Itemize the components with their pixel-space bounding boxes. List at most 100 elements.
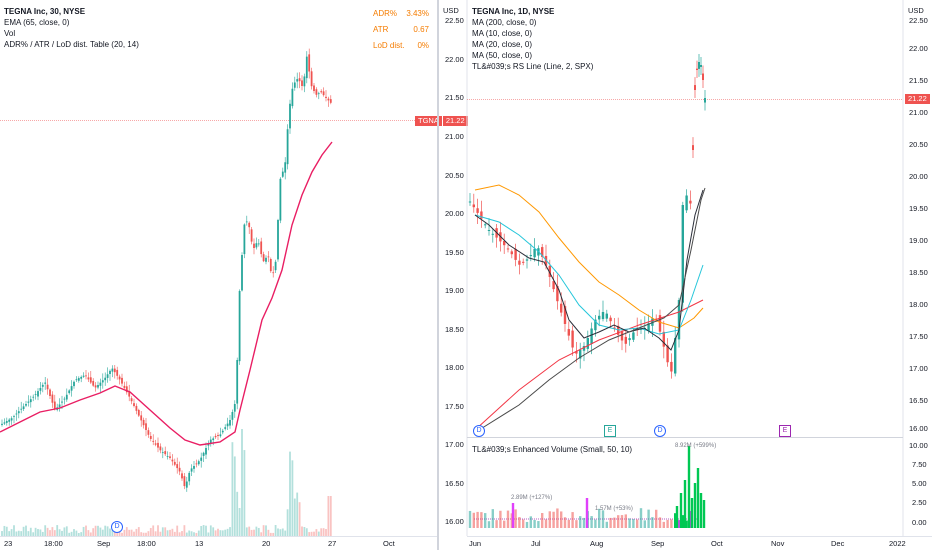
- volume-legend: TL&#039;s Enhanced Volume (Small, 50, 10…: [472, 444, 632, 455]
- volume-bar: [44, 525, 47, 536]
- daily-candle-body: [681, 205, 684, 303]
- candle-body: [305, 56, 308, 79]
- volume-bar: [169, 529, 171, 536]
- volume-bar: [56, 525, 59, 536]
- volume-indicator-title[interactable]: TL&#039;s Enhanced Volume (Small, 50, 10…: [472, 445, 633, 454]
- daily-candle-body: [556, 285, 559, 302]
- daily-candle-body: [522, 261, 525, 263]
- volume-bar: [202, 525, 205, 536]
- volume-bar: [32, 532, 35, 536]
- volume-bar: [41, 531, 44, 536]
- volume-bar: [94, 525, 97, 536]
- candle-body: [269, 259, 272, 272]
- pane-divider[interactable]: [437, 0, 439, 550]
- daily-candle-body: [468, 201, 472, 203]
- volume-bar: [317, 531, 320, 536]
- left-price-tick: 22.00: [445, 55, 464, 64]
- left-x-tick: 20: [262, 539, 271, 548]
- candle-body: [113, 368, 116, 373]
- daily-candle-body: [487, 230, 491, 231]
- candle-body: [217, 434, 219, 436]
- candle-body: [121, 377, 123, 384]
- volume-bar: [514, 509, 517, 528]
- candle-body: [10, 418, 13, 421]
- volume-bar: [269, 532, 272, 536]
- left-price-tick: 19.50: [445, 248, 464, 257]
- left-indicator-ema[interactable]: EMA (65, close, 0): [4, 18, 70, 27]
- left-chart-pane[interactable]: TEGNA Inc, 30, NYSE EMA (65, close, 0) V…: [0, 0, 468, 550]
- right-price-tick: 18.00: [909, 300, 928, 309]
- volume-bar: [39, 529, 42, 536]
- candle-body: [109, 370, 111, 374]
- candle-body: [149, 435, 152, 439]
- daily-candle-body: [480, 211, 483, 219]
- daily-candle-body: [617, 325, 620, 335]
- volume-bar: [193, 532, 195, 536]
- volume-bar: [178, 532, 181, 536]
- candle-body: [29, 399, 32, 403]
- volume-bar: [468, 510, 472, 528]
- earnings-event-marker[interactable]: E: [604, 425, 616, 437]
- daily-candle-body: [484, 224, 487, 226]
- indicator-ma10[interactable]: MA (10, close, 0): [472, 29, 533, 38]
- left-chart-canvas[interactable]: [0, 0, 437, 550]
- left-indicator-table[interactable]: ADR% / ATR / LoD dist. Table (20, 14): [4, 40, 139, 49]
- volume-bar: [636, 519, 639, 528]
- volume-bar: [605, 521, 608, 528]
- volume-bar: [89, 532, 92, 536]
- volume-spike-bar: [696, 468, 700, 528]
- indicator-ma20[interactable]: MA (20, close, 0): [472, 40, 533, 49]
- daily-candle-body: [525, 259, 529, 261]
- volume-bar: [598, 508, 601, 528]
- volume-bar: [685, 520, 688, 528]
- indicator-ma200[interactable]: MA (200, close, 0): [472, 18, 537, 27]
- upcoming-earnings-marker[interactable]: E: [779, 425, 791, 437]
- volume-bar: [480, 512, 483, 528]
- volume-bar: [544, 519, 548, 528]
- candle-body: [315, 89, 318, 95]
- left-indicator-vol[interactable]: Vol: [4, 29, 16, 38]
- volume-bar: [476, 511, 479, 528]
- candle-body: [250, 229, 253, 242]
- indicator-rs-line[interactable]: TL&#039;s RS Line (Line, 2, SPX): [472, 62, 594, 71]
- volume-bar: [176, 525, 179, 536]
- daily-candle-body: [567, 329, 570, 336]
- left-event-marker[interactable]: D: [111, 521, 123, 533]
- indicator-ma50[interactable]: MA (50, close, 0): [472, 51, 533, 60]
- volume-bar: [689, 510, 692, 528]
- volume-bar: [674, 513, 677, 528]
- candle-body: [255, 243, 258, 248]
- candle-body: [34, 394, 37, 396]
- right-chart-canvas[interactable]: [439, 0, 932, 550]
- volume-bar: [613, 517, 616, 528]
- volume-bar: [25, 525, 27, 536]
- stat-row-atr: ATR 0.67: [373, 25, 429, 34]
- daily-candle-body: [689, 200, 692, 204]
- candle-body: [58, 404, 61, 408]
- volume-bar: [296, 492, 299, 536]
- volume-bar: [5, 526, 8, 536]
- right-price-tick: 21.50: [909, 76, 928, 85]
- candle-body: [200, 457, 203, 461]
- dividend-event-marker[interactable]: D: [654, 425, 666, 437]
- daily-candle-body: [694, 85, 696, 90]
- volume-bar: [563, 517, 567, 528]
- right-price-tick: 16.50: [909, 396, 928, 405]
- candle-body: [89, 377, 92, 383]
- volume-bar: [284, 530, 287, 536]
- candle-body: [82, 375, 85, 377]
- candle-body: [178, 467, 181, 472]
- candle-body: [209, 439, 212, 444]
- candle-body: [5, 421, 8, 423]
- daily-candle-body: [491, 233, 494, 235]
- volume-bar: [491, 509, 494, 528]
- volume-bar: [313, 531, 315, 536]
- volume-bar: [662, 521, 665, 528]
- candle-body: [80, 376, 83, 379]
- ma50-line: [474, 184, 704, 329]
- daily-candle-body: [670, 361, 673, 372]
- dividend-event-marker[interactable]: D: [473, 425, 485, 437]
- volume-bar: [212, 527, 215, 536]
- right-chart-pane[interactable]: TEGNA Inc, 1D, NYSE MA (200, close, 0) M…: [439, 0, 932, 550]
- candle-body: [49, 389, 51, 396]
